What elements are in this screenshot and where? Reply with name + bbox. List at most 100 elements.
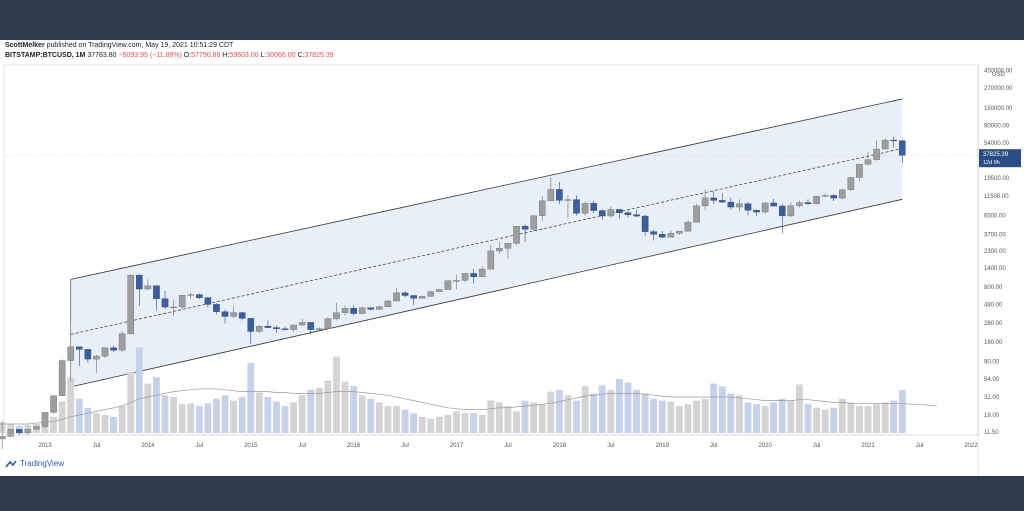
- y-axis[interactable]: 450000.00 270000.00 150000.00 90000.00 54000…: [977, 65, 1013, 476]
- volume-bar: [650, 398, 658, 433]
- candle: [504, 242, 512, 260]
- candle-body: [830, 195, 837, 199]
- candle-body: [564, 199, 572, 201]
- candle-body: [153, 285, 160, 299]
- x-tick-label: Jul: [298, 443, 306, 449]
- candle: [461, 273, 469, 283]
- candle: [881, 138, 889, 150]
- candle-body: [461, 273, 469, 281]
- candle: [701, 189, 709, 211]
- volume-bar: [350, 386, 358, 433]
- high-label: H:: [222, 52, 230, 59]
- candle: [744, 202, 752, 216]
- candle-body: [298, 322, 306, 326]
- candle: [196, 293, 203, 300]
- volume-bar: [890, 400, 898, 433]
- volume-bar: [693, 400, 700, 433]
- volume-bar: [487, 400, 495, 433]
- candle-body: [427, 291, 435, 297]
- volume-bar: [110, 416, 118, 433]
- close-label: C:: [297, 52, 305, 59]
- volume-bar: [410, 413, 418, 433]
- candle-body: [393, 292, 400, 302]
- volume-bar: [161, 395, 169, 433]
- y-tick-label: 160.00: [984, 340, 1003, 346]
- candle: [753, 209, 760, 216]
- candle-body: [41, 412, 49, 427]
- candle: [247, 318, 255, 344]
- candle-body: [478, 268, 486, 277]
- candle-body: [538, 200, 546, 216]
- candle: [50, 395, 57, 414]
- volume-bar: [821, 409, 829, 433]
- price-chart[interactable]: 450000.00 270000.00 150000.00 90000.00 54000…: [0, 40, 1024, 476]
- candle-body: [598, 210, 606, 217]
- candle: [667, 230, 675, 238]
- candle-body: [890, 139, 898, 142]
- open-value: 57790.86: [191, 52, 221, 59]
- volume-bar: [770, 402, 778, 433]
- publish-line: ScottMelker published on TradingView.com…: [5, 42, 233, 49]
- candle-body: [787, 205, 795, 217]
- candle-body: [736, 203, 743, 208]
- candle: [770, 198, 777, 207]
- candle: [470, 269, 477, 284]
- candle-body: [881, 139, 889, 150]
- candle: [538, 196, 546, 222]
- candle: [187, 292, 195, 300]
- candle-body: [470, 273, 477, 277]
- candle-body: [436, 289, 443, 292]
- candle: [256, 324, 263, 333]
- volume-bar: [453, 411, 460, 433]
- volume-bar: [847, 402, 855, 433]
- x-axis[interactable]: 2013 Jul 2014 Jul 2015 Jul 2016 Jul 2017 Jul 2018 J…: [4, 434, 978, 449]
- candle: [633, 209, 640, 217]
- candle: [847, 177, 855, 192]
- candle-body: [838, 189, 846, 199]
- volume-bar: [555, 389, 563, 433]
- volume-bar: [778, 398, 786, 433]
- volume-bar: [93, 413, 100, 433]
- y-tick-label: 1400.00: [984, 266, 1006, 272]
- candle-body: [624, 212, 632, 215]
- candle-body: [684, 221, 692, 232]
- candle-body: [33, 426, 40, 430]
- candle: [899, 139, 906, 164]
- candle: [444, 280, 452, 290]
- x-tick-label: 2020: [758, 443, 772, 449]
- candle: [521, 224, 529, 243]
- candle-body: [127, 274, 135, 334]
- volume-bar: [667, 401, 675, 433]
- candle: [607, 206, 615, 218]
- candle: [478, 266, 486, 278]
- volume-bar: [255, 392, 263, 433]
- candle: [658, 231, 666, 239]
- y-tick-label: 90.00: [984, 360, 1000, 366]
- candle: [873, 140, 880, 161]
- volume-bar: [855, 406, 863, 433]
- candle-body: [410, 295, 417, 299]
- candle: [410, 295, 417, 306]
- x-tick-label: Jul: [504, 443, 512, 449]
- author-name[interactable]: ScottMelker: [5, 42, 45, 49]
- candle-body: [50, 395, 57, 413]
- currency-label: USD: [992, 72, 1005, 78]
- volume-bar: [624, 382, 632, 433]
- channel-upper-line: [70, 98, 903, 280]
- candle-body: [590, 203, 597, 211]
- x-tick-label: Jul: [916, 443, 924, 449]
- candle-body: [7, 429, 14, 437]
- candle-body: [161, 298, 169, 308]
- y-tick-label: 280.00: [984, 321, 1003, 327]
- candle-body: [693, 205, 700, 223]
- candle: [393, 287, 400, 302]
- x-tick-label: Jul: [813, 443, 821, 449]
- x-tick-label: 2022: [964, 443, 978, 449]
- price-change: −5093.95 (−11.88%): [118, 52, 182, 59]
- y-tick-label: 11.50: [984, 430, 999, 436]
- candle: [221, 309, 229, 324]
- candle-body: [770, 202, 777, 207]
- candle-body: [796, 202, 803, 206]
- candle-body: [718, 200, 726, 203]
- tradingview-brand[interactable]: TradingView: [5, 459, 64, 468]
